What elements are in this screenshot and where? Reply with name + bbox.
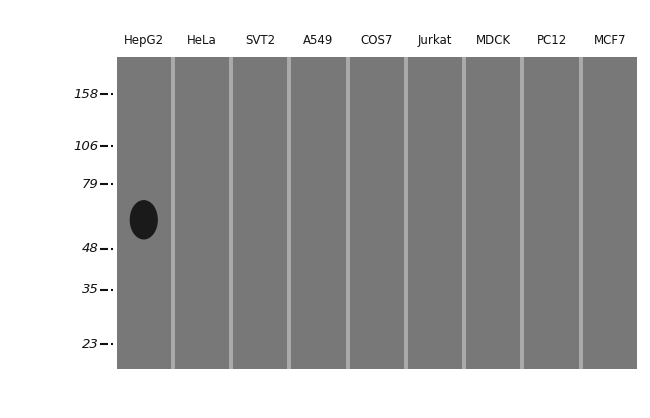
Bar [171,57,175,369]
Bar [466,57,521,369]
Text: 158: 158 [73,88,98,101]
Text: HepG2: HepG2 [124,34,164,47]
Bar [117,57,171,369]
Text: A549: A549 [304,34,333,47]
Ellipse shape [130,200,158,240]
Bar [578,57,582,369]
Bar [408,57,462,369]
Text: MCF7: MCF7 [593,34,626,47]
Bar [404,57,408,369]
Text: Jurkat: Jurkat [418,34,452,47]
Bar [229,57,233,369]
Bar [462,57,466,369]
Bar [233,57,287,369]
Text: 35: 35 [82,283,98,296]
Text: HeLa: HeLa [187,34,217,47]
Text: 48: 48 [82,242,98,255]
Text: SVT2: SVT2 [245,34,276,47]
Text: COS7: COS7 [361,34,393,47]
Bar [287,57,291,369]
Text: 23: 23 [82,338,98,351]
Text: 106: 106 [73,140,98,153]
Bar [291,57,346,369]
Text: PC12: PC12 [536,34,567,47]
Bar [582,57,637,369]
Bar [175,57,229,369]
Bar [346,57,350,369]
Bar [525,57,578,369]
Bar [521,57,525,369]
Text: 79: 79 [82,178,98,191]
Bar [350,57,404,369]
Text: MDCK: MDCK [476,34,511,47]
